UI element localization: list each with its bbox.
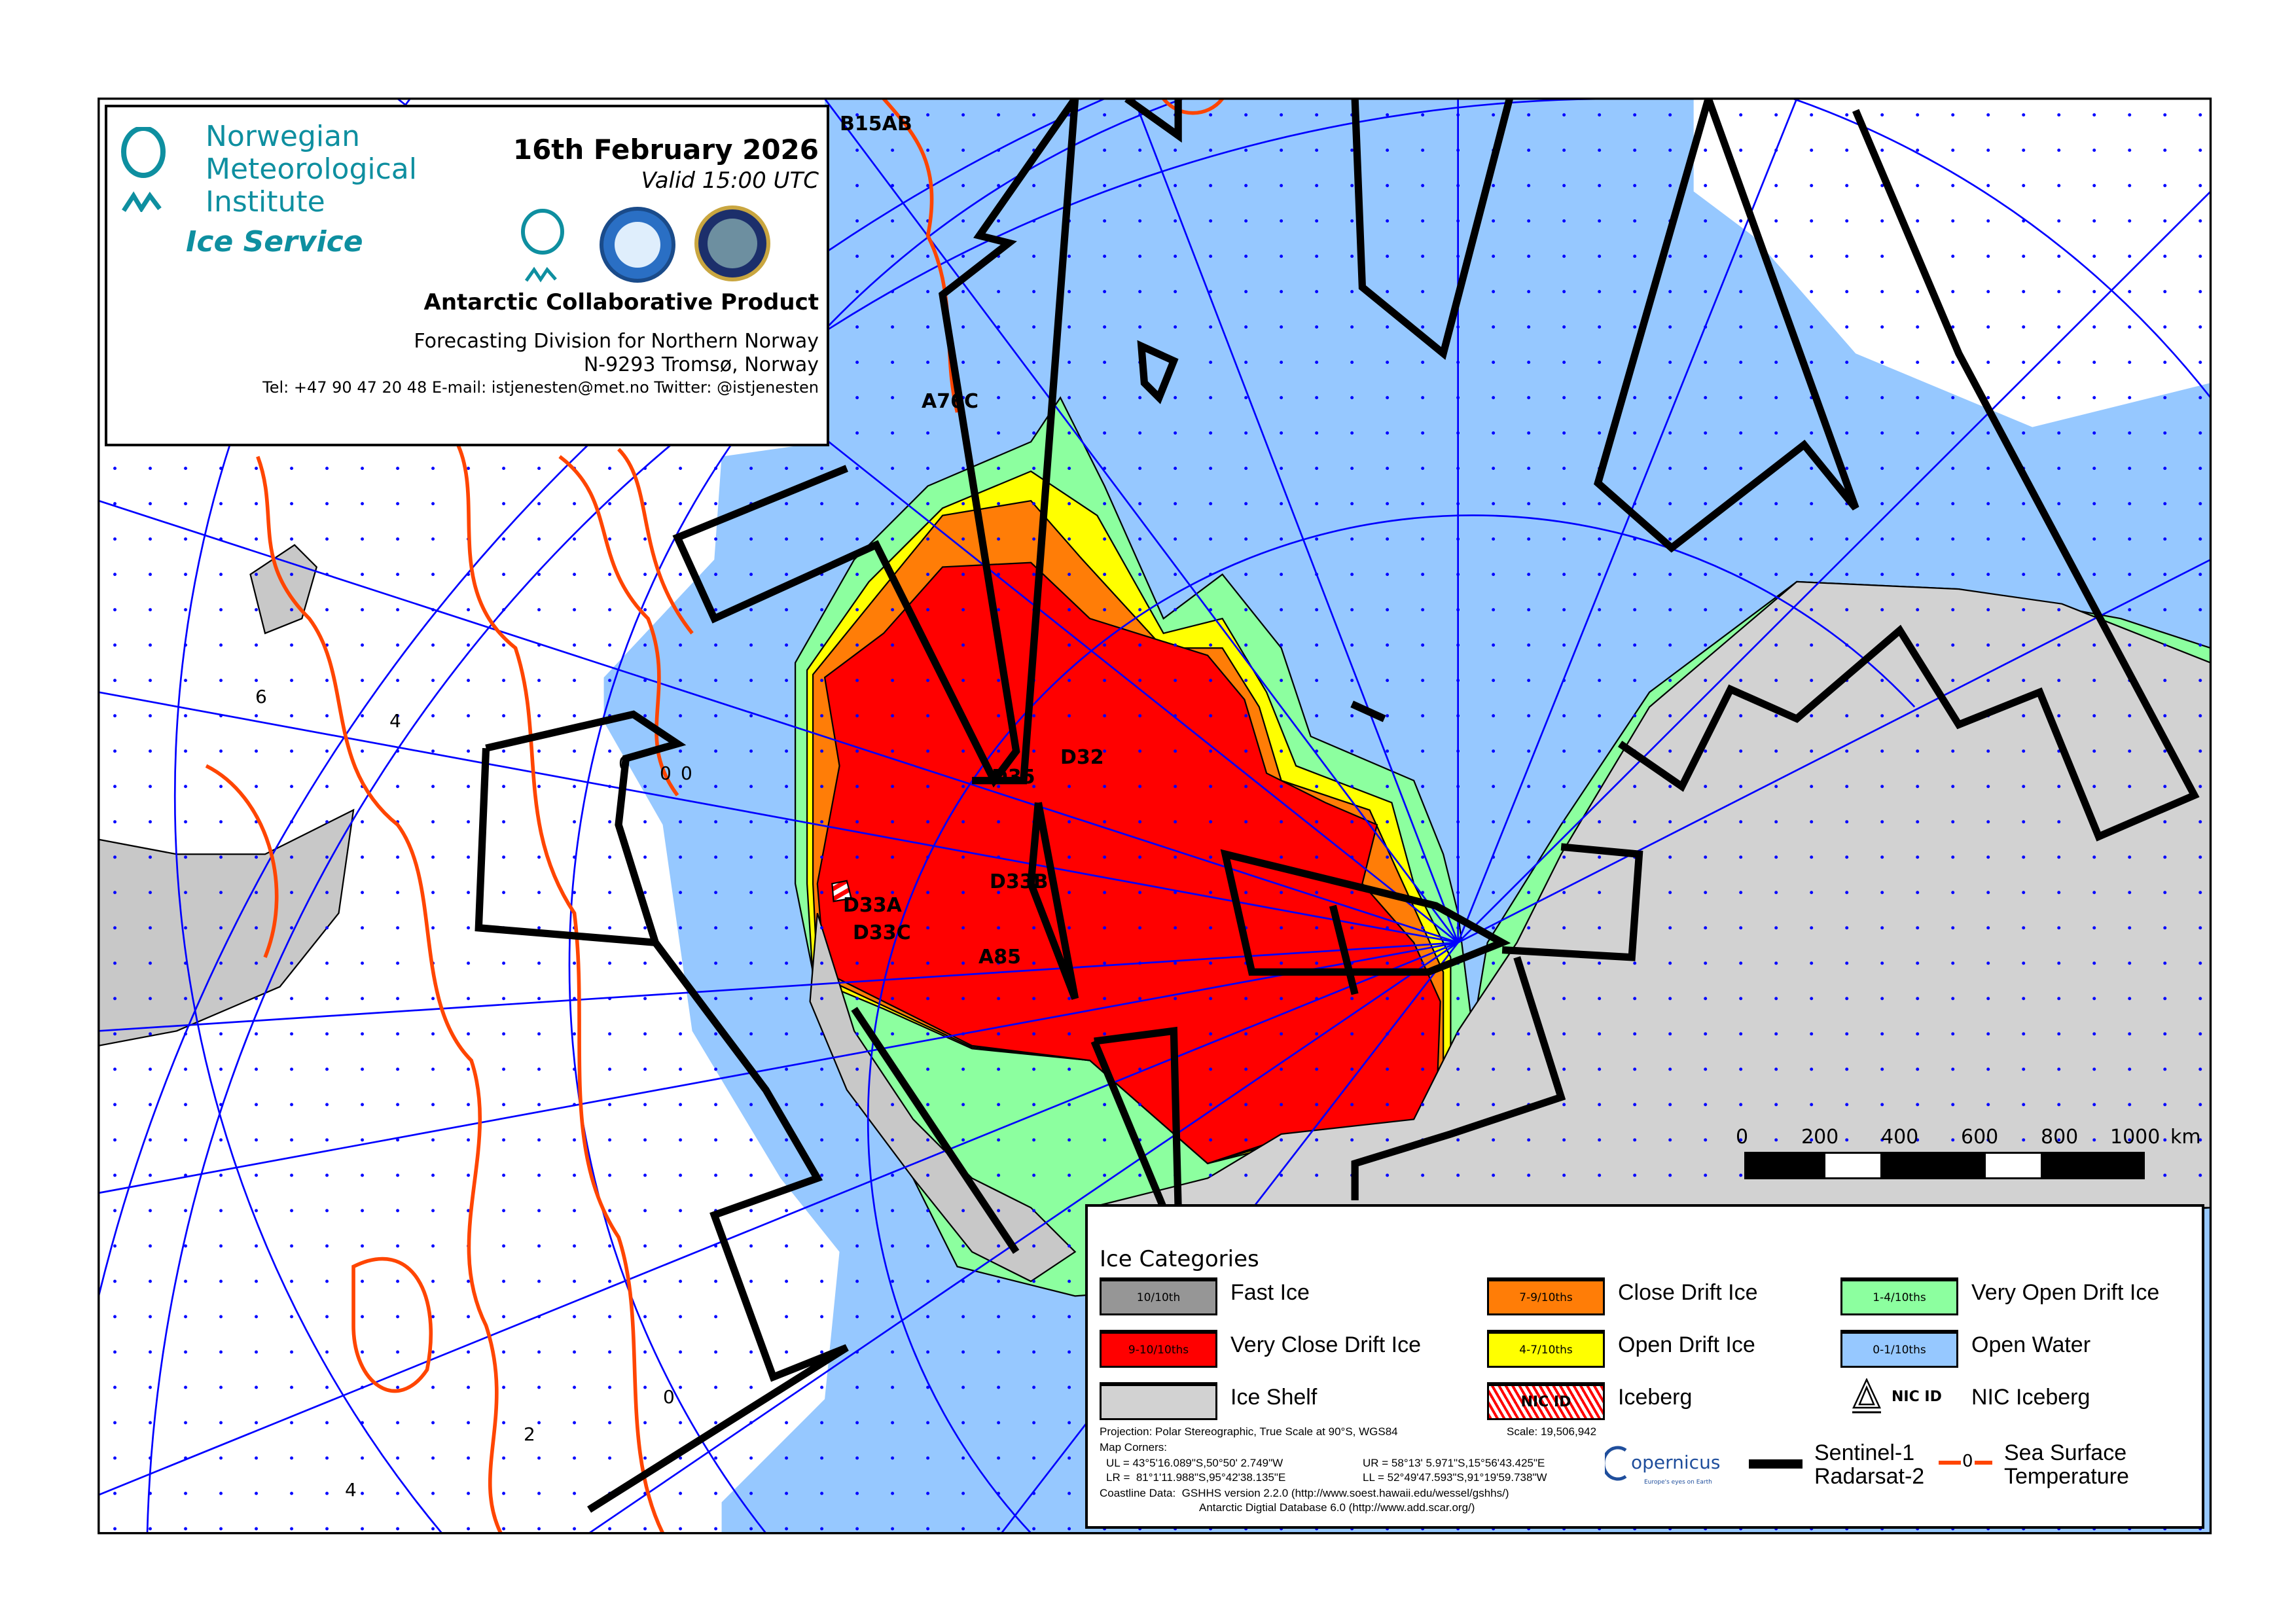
- swatch-iceberg: NIC ID: [1487, 1382, 1605, 1420]
- sst-label: 4: [389, 710, 401, 732]
- iceberg-label: A76C: [922, 390, 978, 413]
- title-block: Norwegian Meteorological Institute Ice S…: [105, 105, 829, 446]
- legend-label: Iceberg: [1618, 1385, 1693, 1410]
- org-line: Meteorological: [206, 152, 417, 186]
- product-name: Antarctic Collaborative Product: [423, 289, 819, 315]
- scale-tick: 200: [1801, 1126, 1839, 1149]
- sst-contours: [205, 98, 1224, 1533]
- iceberg-label: D35: [992, 766, 1035, 789]
- legend-label: Fast Ice: [1230, 1280, 1310, 1305]
- partner-logos: [521, 205, 770, 283]
- iceberg-label: A85: [978, 946, 1021, 969]
- corner-ur: UR = 58°13' 5.971"S,15°56'43.425"E: [1363, 1457, 1545, 1469]
- sst-marker: 0: [1961, 1452, 1975, 1471]
- legend-label: NIC Iceberg: [1971, 1385, 2090, 1410]
- swatch-open-water: 0-1/10ths: [1840, 1330, 1958, 1368]
- map-corners-title: Map Corners:: [1100, 1441, 1167, 1454]
- projection-info: Projection: Polar Stereographic, True Sc…: [1100, 1425, 1398, 1438]
- legend-label: Close Drift Ice: [1618, 1280, 1758, 1305]
- service-name: Ice Service: [186, 225, 363, 259]
- address: N-9293 Tromsø, Norway: [583, 353, 819, 376]
- nic-id-label: NIC ID: [1892, 1389, 1942, 1405]
- iceberg-label: D33A: [843, 894, 902, 917]
- graticule: [98, 98, 2211, 1533]
- valid-time: Valid 15:00 UTC: [641, 168, 819, 194]
- corner-lr: LR = 81°1'11.988"S,95°42'38.135"E: [1106, 1471, 1286, 1484]
- coastline-info: Coastline Data: GSHHS version 2.2.0 (htt…: [1100, 1487, 1509, 1499]
- sst-label: 0: [663, 1386, 675, 1408]
- legend: Ice Categories 10/10th Fast Ice 9-10/10t…: [1085, 1204, 2204, 1529]
- sar-line-symbol: [1749, 1459, 1803, 1469]
- legend-label: Very Close Drift Ice: [1230, 1332, 1421, 1357]
- copernicus-logo: opernicus Europe's eyes on Earth: [1605, 1442, 1736, 1495]
- legend-title: Ice Categories: [1100, 1246, 1259, 1272]
- swatch-fast-ice: 10/10th: [1100, 1277, 1217, 1315]
- legend-label: Ice Shelf: [1230, 1385, 1318, 1410]
- contact-info: Tel: +47 90 47 20 48 E-mail: istjenesten…: [262, 378, 819, 397]
- swatch-open-drift-ice: 4-7/10ths: [1487, 1330, 1605, 1368]
- scale-tick: 400: [1881, 1126, 1919, 1149]
- scale-tick: 0: [1736, 1126, 1749, 1149]
- corner-ul: UL = 43°5'16.089"S,50°50' 2.749"W: [1106, 1457, 1283, 1469]
- org-line: Norwegian: [206, 120, 360, 153]
- sst-line-2: Temperature: [2004, 1464, 2129, 1489]
- swatch-very-open-drift-ice: 1-4/10ths: [1840, 1277, 1958, 1315]
- copernicus-c-mark: [1605, 1446, 1627, 1481]
- sentinel-radarsat-coverage: [475, 98, 2200, 1513]
- met-norway-logo: [121, 127, 166, 212]
- swatch-ice-shelf: [1100, 1382, 1217, 1420]
- legend-label: Very Open Drift Ice: [1971, 1280, 2160, 1305]
- map-frame: [98, 98, 2212, 1535]
- sar-line-1: Sentinel-1: [1814, 1440, 1915, 1465]
- sar-line-2: Radarsat-2: [1814, 1464, 1925, 1489]
- legend-label: Open Drift Ice: [1618, 1332, 1755, 1357]
- iceberg-label: D33B: [990, 870, 1049, 893]
- sst-line-1: Sea Surface: [2004, 1440, 2127, 1465]
- sst-label: Sea Surface Temperature: [2004, 1441, 2129, 1488]
- chart-date: 16th February 2026: [512, 134, 819, 166]
- swatch-very-close-drift-ice: 9-10/10ths: [1100, 1330, 1217, 1368]
- iceberg-label: B15AB: [840, 113, 912, 135]
- org-name: Norwegian Meteorological Institute: [206, 120, 417, 219]
- sar-label: Sentinel-1 Radarsat-2: [1814, 1441, 1924, 1488]
- scale-unit: km: [2170, 1126, 2201, 1149]
- iceberg-label: D32: [1060, 746, 1104, 769]
- scale-bar-body: [1744, 1152, 2145, 1179]
- sst-label: 0: [681, 762, 692, 784]
- sst-label: 0: [660, 762, 672, 784]
- copernicus-text: opernicus: [1631, 1452, 1721, 1473]
- scale-tick: 1000: [2110, 1126, 2161, 1149]
- iceberg-label: D33C: [853, 921, 911, 944]
- iceberg-area: [831, 880, 852, 902]
- legend-label: Open Water: [1971, 1332, 2091, 1357]
- coastline-info-2: Antarctic Digtial Database 6.0 (http://w…: [1199, 1501, 1475, 1514]
- corner-ll: LL = 52°49'47.593"S,91°19'59.738"W: [1363, 1471, 1547, 1484]
- swatch-close-drift-ice: 7-9/10ths: [1487, 1277, 1605, 1315]
- division: Forecasting Division for Northern Norway: [414, 330, 819, 353]
- scale-tick: 600: [1961, 1126, 1999, 1149]
- sst-label: 4: [345, 1479, 357, 1501]
- org-line: Institute: [206, 185, 325, 219]
- sst-label: 6: [255, 686, 267, 707]
- scale-info: Scale: 19,506,942: [1507, 1425, 1597, 1438]
- copernicus-tagline: Europe's eyes on Earth: [1644, 1479, 1712, 1486]
- sst-label: 2: [524, 1423, 535, 1445]
- scale-tick: 800: [2041, 1126, 2079, 1149]
- nic-iceberg-icon: [1852, 1378, 1881, 1414]
- sst-label: 0: [619, 753, 630, 774]
